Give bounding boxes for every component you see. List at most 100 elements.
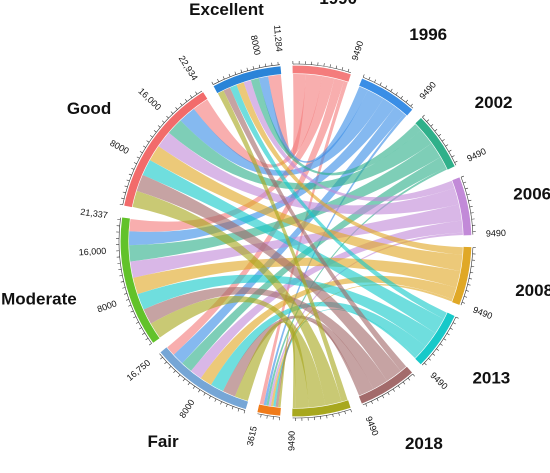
tick-mark bbox=[410, 103, 413, 107]
node-label-moderate: Moderate bbox=[1, 290, 77, 309]
tick-mark bbox=[362, 74, 365, 78]
tick-mark bbox=[119, 203, 123, 206]
ribbon-1990-to-poor bbox=[259, 81, 348, 405]
tick-mark bbox=[168, 366, 172, 369]
tick-mark bbox=[123, 293, 128, 295]
node-label-1996: 1996 bbox=[409, 25, 447, 44]
tick-mark bbox=[448, 149, 452, 152]
ribbon-2008-to-excellent bbox=[236, 82, 463, 255]
tick-mark bbox=[120, 281, 124, 283]
tick-mark bbox=[436, 348, 439, 351]
node-label-2013: 2013 bbox=[472, 368, 510, 387]
node-axis-1990 bbox=[292, 63, 352, 74]
tick-mark bbox=[428, 358, 431, 361]
tick-mark bbox=[402, 381, 406, 385]
tick-label-2008: 9490 bbox=[472, 305, 494, 322]
tick-mark bbox=[133, 162, 137, 165]
node-label-2008: 2008 bbox=[515, 281, 550, 300]
tick-mark bbox=[434, 128, 438, 132]
tick-mark bbox=[455, 316, 459, 319]
tick-mark bbox=[189, 95, 193, 98]
tick-mark bbox=[470, 272, 474, 274]
node-axis-2022 bbox=[292, 409, 351, 419]
tick-mark bbox=[208, 395, 211, 399]
tick-mark bbox=[341, 67, 344, 71]
tick-mark bbox=[136, 156, 140, 159]
tick-mark bbox=[177, 374, 181, 378]
tick-mark bbox=[390, 88, 393, 92]
tick-mark bbox=[195, 91, 198, 95]
tick-label-excellent: 8000 bbox=[249, 34, 263, 56]
ribbon-2022-to-poor bbox=[278, 324, 296, 408]
tick-mark bbox=[400, 95, 403, 99]
node-axis-excellent bbox=[213, 64, 280, 85]
ribbon-1996-to-good bbox=[180, 90, 384, 176]
tick-mark bbox=[240, 69, 243, 73]
ribbon-2008-to-good bbox=[149, 146, 463, 272]
ribbon-2022-to-fair bbox=[234, 321, 309, 408]
ribbon-2002-to-moderate bbox=[129, 143, 441, 262]
tick-mark bbox=[260, 414, 262, 418]
node-arc-2018 bbox=[358, 366, 413, 404]
tick-label-excellent: 11,284 bbox=[272, 25, 284, 53]
tick-mark bbox=[237, 408, 240, 412]
tick-mark bbox=[426, 119, 430, 122]
tick-mark bbox=[467, 284, 471, 286]
tick-mark bbox=[133, 316, 137, 319]
node-axis-good bbox=[122, 90, 203, 205]
tick-mark bbox=[184, 98, 188, 102]
node-arc-poor bbox=[257, 404, 281, 416]
ribbon-2002-to-good bbox=[168, 120, 432, 190]
ribbon-1996-to-moderate bbox=[129, 98, 396, 246]
tick-label-moderate: 16,000 bbox=[78, 246, 106, 258]
tick-mark bbox=[126, 179, 130, 182]
tick-mark bbox=[430, 124, 434, 127]
tick-mark bbox=[452, 322, 456, 325]
tick-mark bbox=[469, 206, 473, 208]
node-arc-2006 bbox=[452, 177, 472, 236]
tick-mark bbox=[463, 181, 467, 184]
tick-mark bbox=[164, 361, 167, 365]
tick-mark bbox=[468, 278, 472, 280]
tick-mark bbox=[138, 327, 142, 330]
node-axis-2013 bbox=[421, 316, 457, 366]
tick-label-moderate: 21,337 bbox=[80, 207, 109, 221]
tick-mark bbox=[130, 310, 134, 313]
tick-mark bbox=[326, 415, 328, 419]
ribbon-2022-to-excellent bbox=[217, 90, 348, 402]
tick-mark bbox=[395, 92, 398, 96]
tick-mark bbox=[368, 76, 371, 80]
tick-label-moderate: 8000 bbox=[96, 298, 118, 314]
node-arc-2022 bbox=[292, 400, 351, 417]
tick-label-2013: 9490 bbox=[428, 370, 449, 391]
tick-label-poor: 3615 bbox=[245, 425, 259, 447]
tick-mark bbox=[211, 81, 214, 85]
tick-mark bbox=[122, 191, 126, 194]
ribbon-2013-to-moderate bbox=[137, 274, 436, 347]
ribbon-1996-to-excellent bbox=[258, 76, 368, 163]
tick-label-2002: 9490 bbox=[465, 146, 487, 164]
tick-mark bbox=[468, 199, 472, 202]
tick-label-good: 8000 bbox=[108, 138, 130, 156]
ribbon-2006-to-good bbox=[158, 132, 459, 215]
tick-mark bbox=[422, 114, 425, 118]
tick-mark bbox=[160, 357, 163, 360]
tick-mark bbox=[344, 411, 346, 415]
tick-mark bbox=[329, 64, 331, 68]
node-axis-1996 bbox=[363, 76, 414, 109]
tick-mark bbox=[438, 133, 442, 137]
tick-mark bbox=[153, 130, 157, 133]
tick-mark bbox=[220, 401, 222, 405]
tick-mark bbox=[146, 140, 150, 143]
tick-mark bbox=[203, 392, 206, 396]
node-arc-1990 bbox=[292, 65, 351, 82]
tick-mark bbox=[182, 378, 186, 382]
node-axis-2002 bbox=[422, 116, 457, 166]
tick-mark bbox=[445, 144, 449, 147]
node-label-1990: 1990 bbox=[319, 0, 357, 8]
tick-label-fair: 8000 bbox=[177, 398, 196, 420]
tick-mark bbox=[449, 327, 453, 330]
tick-mark bbox=[121, 197, 125, 200]
tick-mark bbox=[231, 406, 234, 410]
ribbon-2018-to-good bbox=[136, 174, 401, 382]
